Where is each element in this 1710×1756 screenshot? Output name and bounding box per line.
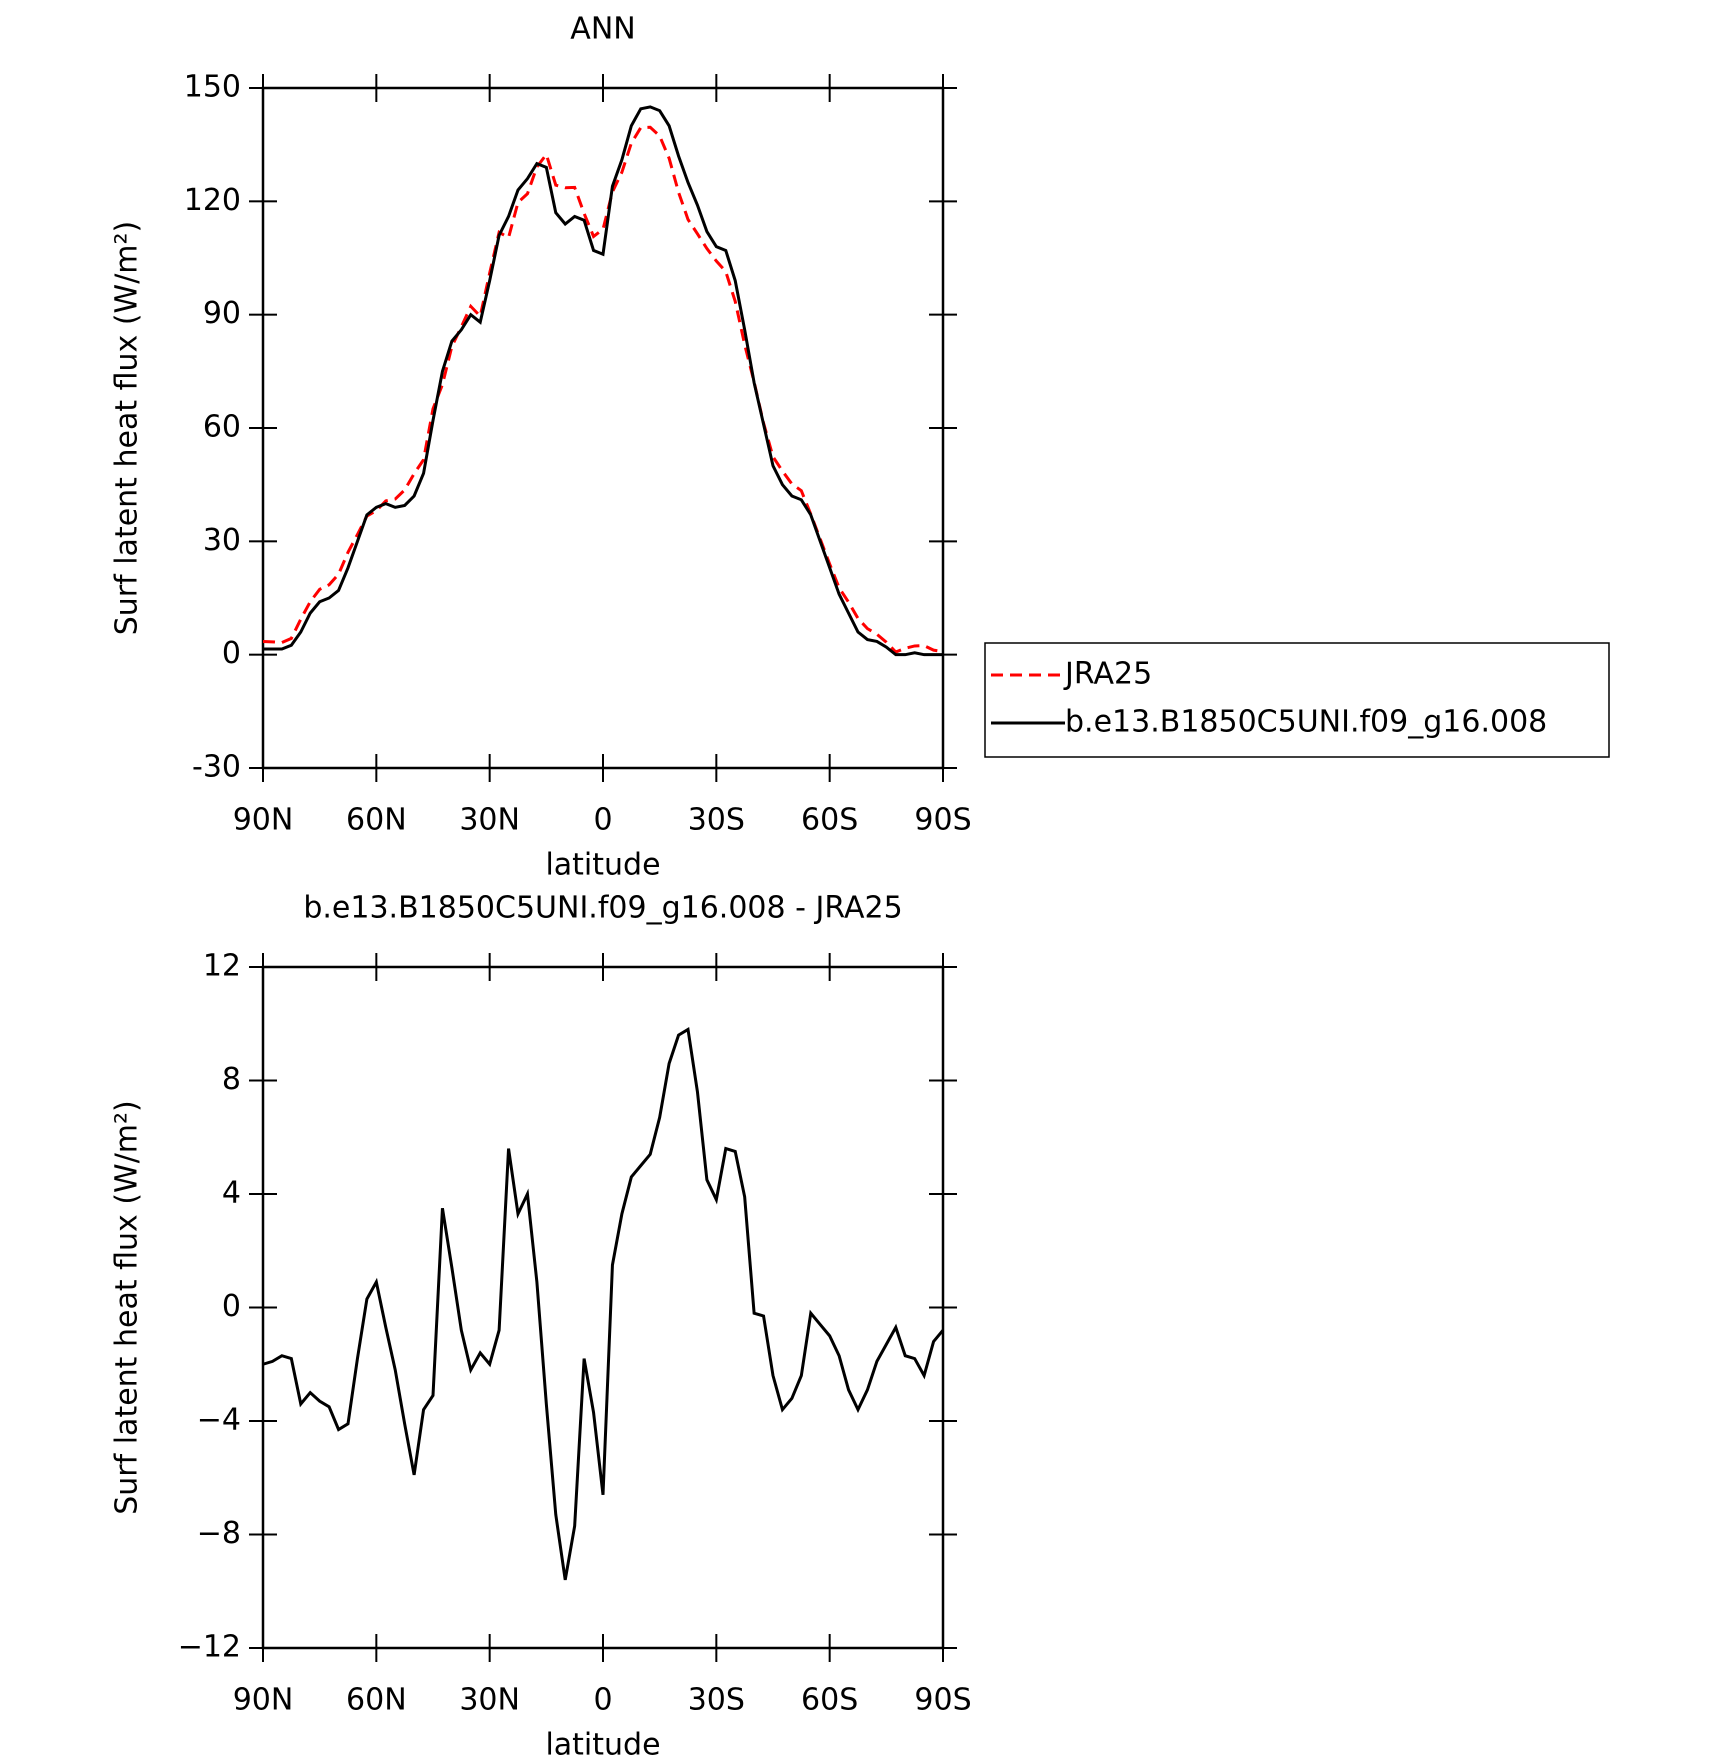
y-tick-label: 4 (222, 1176, 241, 1211)
x-tick-label: 0 (593, 803, 612, 838)
x-tick-label: 0 (593, 1683, 612, 1718)
x-tick-label: 60N (346, 1683, 407, 1718)
x-tick-label: 60N (346, 803, 407, 838)
x-tick-label: 90N (233, 803, 294, 838)
y-tick-label: 30 (203, 523, 241, 558)
x-tick-label: 90N (233, 1683, 294, 1718)
x-tick-label: 30N (459, 803, 520, 838)
x-tick-label: 90S (914, 803, 971, 838)
x-tick-label: 30S (688, 1683, 745, 1718)
y-tick-label: −12 (178, 1630, 241, 1665)
y-tick-label: 90 (203, 296, 241, 331)
legend-label: b.e13.B1850C5UNI.f09_g16.008 (1065, 705, 1547, 740)
x-tick-label: 60S (801, 803, 858, 838)
y-tick-label: 150 (184, 70, 241, 105)
y-tick-label: 0 (222, 636, 241, 671)
plot-frame (261, 86, 945, 770)
y-tick-label: -30 (192, 750, 241, 785)
data-line (262, 125, 944, 654)
y-tick-label: −8 (197, 1516, 241, 1551)
x-tick-label: 60S (801, 1683, 858, 1718)
x-axis-label: latitude (545, 1728, 660, 1756)
y-tick-label: 120 (184, 183, 241, 218)
y-axis-label: Surf latent heat flux (W/m²) (110, 221, 145, 636)
x-axis-label: latitude (545, 848, 660, 883)
legend-label: JRA25 (1063, 657, 1152, 692)
y-tick-label: 0 (222, 1289, 241, 1324)
y-tick-label: 12 (203, 949, 241, 984)
y-tick-label: −4 (197, 1403, 241, 1438)
legend-box (984, 642, 1610, 758)
y-axis-label: Surf latent heat flux (W/m²) (110, 1100, 145, 1515)
data-line (262, 1026, 945, 1581)
chart-title: ANN (570, 12, 635, 47)
x-tick-label: 30N (459, 1683, 520, 1718)
y-tick-label: 8 (222, 1062, 241, 1097)
data-line (263, 105, 943, 657)
y-tick-label: 60 (203, 410, 241, 445)
x-tick-label: 90S (914, 1683, 971, 1718)
x-tick-label: 30S (688, 803, 745, 838)
chart-title: b.e13.B1850C5UNI.f09_g16.008 - JRA25 (303, 891, 902, 926)
